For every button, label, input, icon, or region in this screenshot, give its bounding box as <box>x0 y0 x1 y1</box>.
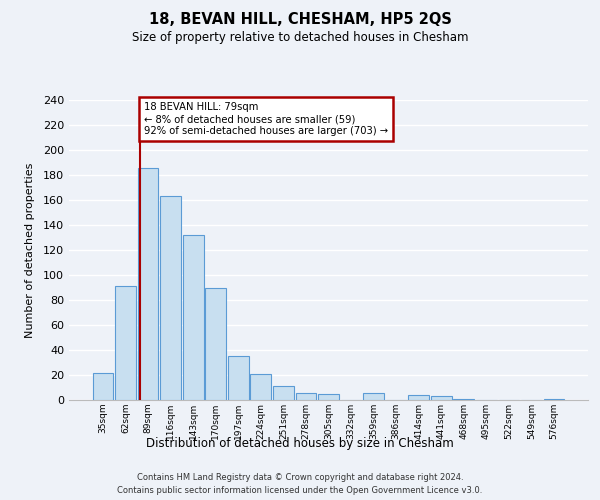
Bar <box>296 392 316 400</box>
Text: Size of property relative to detached houses in Chesham: Size of property relative to detached ho… <box>132 31 468 44</box>
Bar <box>92 372 113 400</box>
Text: Distribution of detached houses by size in Chesham: Distribution of detached houses by size … <box>146 438 454 450</box>
Bar <box>544 399 565 400</box>
Bar <box>454 399 474 400</box>
Bar <box>363 392 384 400</box>
Bar <box>115 286 136 400</box>
Bar <box>183 235 203 400</box>
Bar <box>205 288 226 400</box>
Bar <box>160 196 181 400</box>
Text: 18 BEVAN HILL: 79sqm
← 8% of detached houses are smaller (59)
92% of semi-detach: 18 BEVAN HILL: 79sqm ← 8% of detached ho… <box>144 102 388 136</box>
Text: Contains HM Land Registry data © Crown copyright and database right 2024.: Contains HM Land Registry data © Crown c… <box>137 472 463 482</box>
Text: Contains public sector information licensed under the Open Government Licence v3: Contains public sector information licen… <box>118 486 482 495</box>
Bar <box>318 394 339 400</box>
Bar <box>250 374 271 400</box>
Y-axis label: Number of detached properties: Number of detached properties <box>25 162 35 338</box>
Bar <box>137 168 158 400</box>
Bar <box>273 386 294 400</box>
Text: 18, BEVAN HILL, CHESHAM, HP5 2QS: 18, BEVAN HILL, CHESHAM, HP5 2QS <box>149 12 451 28</box>
Bar <box>409 395 429 400</box>
Bar <box>431 396 452 400</box>
Bar <box>228 356 248 400</box>
